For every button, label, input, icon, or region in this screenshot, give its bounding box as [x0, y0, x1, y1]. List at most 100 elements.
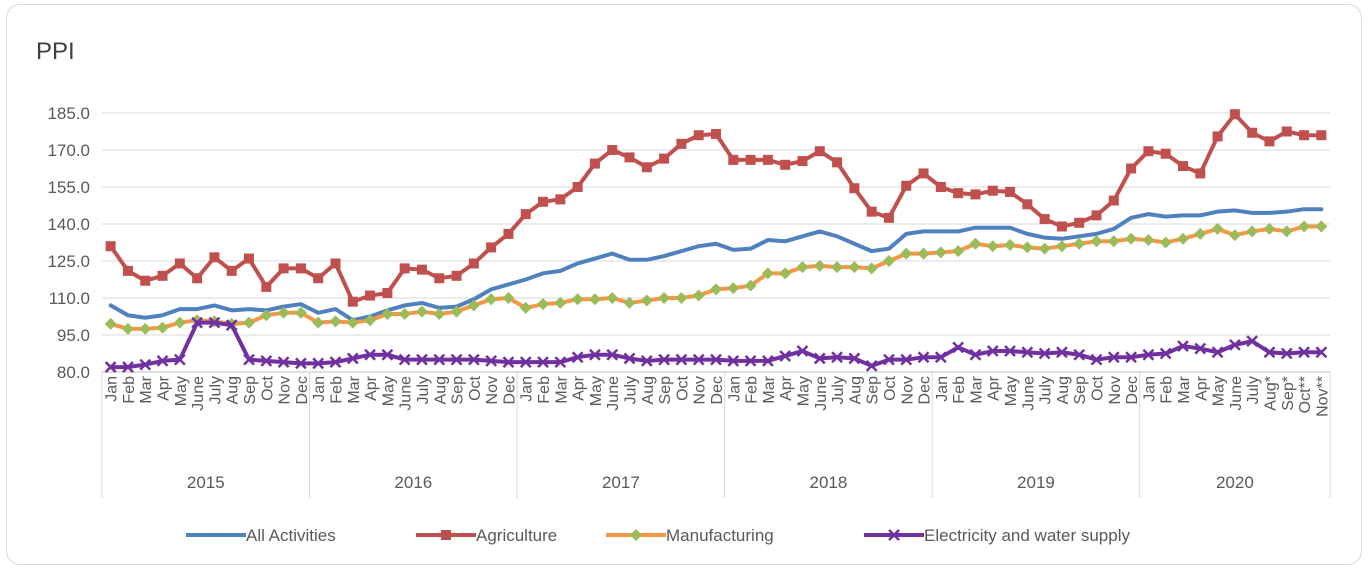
x-tick-label: May — [588, 376, 605, 406]
agriculture-point — [1299, 130, 1310, 141]
agriculture-point — [295, 263, 306, 274]
manufacturing-point — [761, 267, 774, 280]
manufacturing-point — [1125, 232, 1138, 245]
x-tick-label: Aug* — [1262, 376, 1279, 411]
x-tick-label: Aug — [432, 376, 449, 404]
x-tick-label: Mar — [761, 375, 778, 403]
manufacturing-point — [277, 306, 290, 319]
electricity-and-water-supply-point — [1021, 346, 1034, 359]
x-tick-label: Mar — [968, 375, 985, 403]
agriculture-point — [1005, 186, 1016, 197]
electricity-and-water-supply-point — [1107, 351, 1120, 364]
agriculture-point — [762, 154, 773, 165]
y-tick-label: 185.0 — [47, 104, 90, 123]
agriculture-point — [1126, 163, 1137, 174]
manufacturing-point — [485, 293, 498, 306]
agriculture-point — [313, 273, 324, 284]
agriculture-point — [538, 196, 549, 207]
agriculture-point — [641, 162, 652, 173]
manufacturing-point — [710, 283, 722, 296]
manufacturing-point — [1315, 220, 1328, 233]
all-activities-line — [108, 207, 1324, 323]
x-tick-label: Feb — [744, 376, 761, 404]
x-tick-label: Sep — [1072, 376, 1089, 405]
manufacturing-point — [1038, 242, 1051, 255]
agriculture-point — [1091, 210, 1102, 221]
manufacturing-point — [294, 306, 307, 319]
x-tick-label: Apr — [363, 375, 380, 401]
agriculture-point — [849, 183, 860, 194]
manufacturing-point — [588, 293, 601, 306]
agriculture-point — [503, 228, 514, 239]
x-tick-label: Jan — [934, 376, 951, 402]
manufacturing-point — [900, 247, 913, 260]
agriculture-line — [108, 112, 1324, 304]
x-tick-label: Feb — [121, 376, 138, 404]
manufacturing-point — [934, 246, 947, 259]
agriculture-point — [468, 258, 479, 269]
y-tick-label: 155.0 — [47, 178, 90, 197]
manufacturing-point — [243, 316, 256, 329]
electricity-and-water-supply-point — [156, 355, 169, 367]
manufacturing-point — [969, 237, 982, 250]
manufacturing-point — [1280, 225, 1293, 238]
agriculture-point — [797, 156, 808, 167]
manufacturing-point — [173, 316, 186, 329]
legend-marker — [888, 529, 900, 541]
agriculture-point — [1160, 148, 1171, 159]
x-tick-label: Aug — [640, 376, 657, 404]
x-tick-label: Mar — [553, 375, 570, 403]
agriculture-point — [209, 252, 220, 263]
agriculture-point — [434, 273, 445, 284]
agriculture-point — [1247, 127, 1258, 138]
manufacturing-point — [519, 301, 532, 314]
x-tick-label: Dec — [294, 376, 311, 404]
manufacturing-point — [692, 289, 705, 302]
electricity-and-water-supply-point — [329, 356, 342, 369]
x-tick-label: Apr — [1193, 375, 1210, 401]
manufacturing-point — [156, 321, 169, 334]
manufacturing-point — [1211, 222, 1224, 235]
manufacturing-point — [1228, 229, 1241, 242]
x-tick-label: Dec — [917, 376, 934, 404]
x-tick-label: Sep — [242, 376, 259, 405]
agriculture-point — [226, 265, 237, 276]
x-tick-label: Feb — [951, 376, 968, 404]
agriculture-point — [1177, 161, 1188, 172]
electricity-and-water-supply-point — [934, 351, 947, 364]
chart-frame — [6, 4, 1362, 565]
x-tick-label: June — [398, 376, 415, 411]
x-tick-label: Oct — [259, 375, 276, 400]
electricity-and-water-supply-point — [710, 353, 722, 366]
manufacturing-point — [260, 309, 273, 322]
electricity-and-water-supply-point — [104, 361, 117, 373]
manufacturing-point — [121, 322, 134, 335]
agriculture-point — [1281, 126, 1292, 137]
x-tick-label: Jan — [311, 376, 328, 402]
agriculture-point — [659, 153, 670, 164]
manufacturing-point — [1298, 220, 1311, 233]
x-tick-label: Aug — [1055, 376, 1072, 404]
manufacturing-point — [1004, 238, 1017, 251]
x-tick-label: Jan — [1141, 376, 1158, 402]
electricity-and-water-supply-point — [675, 353, 688, 366]
electricity-and-water-supply-point — [554, 356, 567, 369]
agriculture-point — [278, 263, 289, 274]
x-tick-label: Nov — [1107, 376, 1124, 404]
agriculture-point — [589, 158, 600, 169]
manufacturing-point — [813, 259, 826, 272]
manufacturing-point — [675, 292, 688, 304]
x-tick-label: Mar — [1176, 375, 1193, 403]
x-tick-label: July — [415, 376, 432, 404]
manufacturing-point — [1176, 232, 1189, 245]
electricity-and-water-supply-point — [312, 357, 325, 370]
agriculture-point — [572, 182, 583, 192]
electricity-and-water-supply-point — [692, 353, 705, 366]
electricity-and-water-supply-point — [883, 353, 895, 366]
electricity-and-water-supply-point — [191, 316, 204, 329]
electricity-and-water-supply-point — [952, 341, 965, 354]
electricity-and-water-supply-point — [1298, 346, 1310, 359]
x-tick-label: Jan — [519, 376, 536, 402]
x-tick-label: Oct — [467, 375, 484, 400]
